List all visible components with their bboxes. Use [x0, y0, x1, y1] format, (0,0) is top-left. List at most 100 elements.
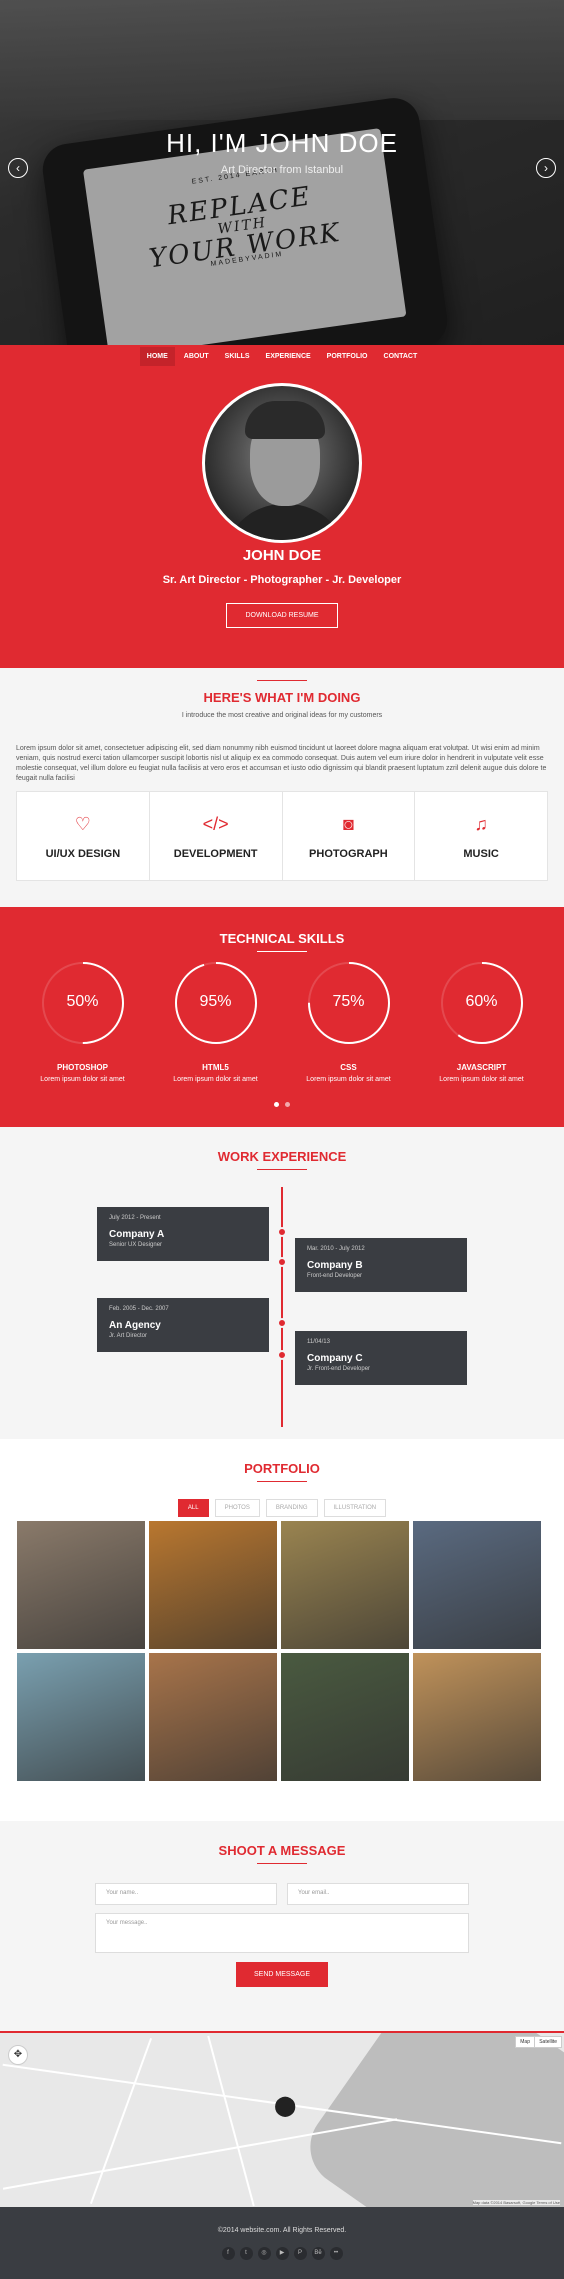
service-card: ♫ MUSIC: [415, 792, 547, 880]
experience-position: Jr. Art Director: [109, 1333, 148, 1339]
experience-date: July 2012 - Present: [109, 1215, 161, 1221]
experience-date: 11/04/13: [307, 1339, 330, 1345]
skill-item: 60% JAVASCRIPT Lorem ipsum dolor sit amet: [415, 960, 548, 1100]
chevron-right-icon[interactable]: ›: [536, 158, 556, 178]
timeline-dot: [277, 1227, 287, 1237]
timeline-dot: [277, 1318, 287, 1328]
social-links: f t ◎ ▶ P Bē ••: [0, 2247, 564, 2260]
section-title: TECHNICAL SKILLS: [219, 931, 345, 946]
email-input[interactable]: Your email..: [287, 1883, 469, 1905]
section-title: PORTFOLIO: [244, 1461, 320, 1476]
portfolio-photo[interactable]: [17, 1521, 145, 1649]
experience-position: Front-end Developer: [307, 1273, 363, 1279]
experience-position: Jr. Front-end Developer: [307, 1366, 371, 1372]
carousel-dot[interactable]: [274, 1102, 279, 1107]
divider: [257, 680, 307, 681]
main-nav: HOME ABOUT SKILLS EXPERIENCE PORTFOLIO CONTAC…: [0, 347, 564, 366]
skill-ring-progress: [440, 962, 523, 1044]
portfolio-photo[interactable]: [281, 1521, 409, 1649]
carousel-dots: [0, 1094, 564, 1112]
service-card: ◙ PHOTOGRAPH: [283, 792, 416, 880]
divider: [257, 951, 307, 952]
service-label: MUSIC: [463, 848, 499, 860]
experience-card: Mar. 2010 - July 2012 Company B Front-en…: [295, 1238, 467, 1292]
portfolio-photo[interactable]: [149, 1653, 277, 1781]
nav-item-portfolio[interactable]: PORTFOLIO: [326, 353, 368, 360]
divider: [257, 1169, 307, 1170]
nav-item-contact[interactable]: CONTACT: [383, 353, 418, 360]
portfolio-photo[interactable]: [149, 1521, 277, 1649]
section-title: SHOOT A MESSAGE: [218, 1843, 346, 1858]
map-road: [89, 2037, 153, 2205]
map-section[interactable]: ✥ ⬤ Map Satellite Map data ©2014 Basarso…: [0, 2031, 564, 2207]
code-icon: </>: [202, 814, 229, 834]
portfolio-photo[interactable]: [281, 1653, 409, 1781]
experience-company: Company C: [307, 1353, 363, 1364]
services-section: HERE'S WHAT I'M DOING I introduce the mo…: [0, 668, 564, 907]
filter-photos[interactable]: PHOTOS: [214, 1499, 260, 1517]
behance-icon[interactable]: Bē: [311, 2247, 325, 2260]
carousel-dot[interactable]: [285, 1102, 290, 1107]
experience-position: Senior UX Designer: [109, 1242, 163, 1248]
experience-card: Feb. 2005 - Dec. 2007 An Agency Jr. Art …: [97, 1298, 269, 1352]
message-textarea[interactable]: Your message..: [95, 1913, 469, 1953]
skill-ring-progress: [41, 962, 124, 1044]
download-resume-button[interactable]: DOWNLOAD RESUME: [226, 603, 338, 628]
facebook-icon[interactable]: f: [221, 2247, 235, 2260]
services-grid: ♡ UI/UX DESIGN </> DEVELOPMENT ◙ PHOTOGRAPH ♫ M…: [16, 791, 548, 881]
skill-name: CSS: [340, 1063, 357, 1072]
portfolio-photo[interactable]: [413, 1653, 541, 1781]
nav-item-skills[interactable]: SKILLS: [224, 353, 250, 360]
send-message-button[interactable]: SEND MESSAGE: [236, 1962, 328, 1987]
section-title: WORK EXPERIENCE: [217, 1149, 347, 1164]
music-note-icon: ♫: [474, 814, 488, 834]
skill-percent: 75%: [332, 993, 365, 1010]
pinterest-icon[interactable]: P: [293, 2247, 307, 2260]
contact-section: SHOOT A MESSAGE Your name.. Your email..…: [0, 1821, 564, 2031]
skill-ring: [174, 962, 257, 1044]
experience-card: July 2012 - Present Company A Senior UX …: [97, 1207, 269, 1261]
map-pan-control-icon[interactable]: ✥: [8, 2045, 28, 2065]
skill-description: Lorem ipsum dolor sit amet: [173, 1076, 258, 1083]
map-type-map-button[interactable]: Map: [515, 2036, 535, 2048]
map-road: [207, 2035, 255, 2207]
timeline-dot: [277, 1350, 287, 1360]
experience-company: An Agency: [109, 1320, 161, 1331]
dribbble-icon[interactable]: ◎: [257, 2247, 271, 2260]
experience-card: 11/04/13 Company C Jr. Front-end Develop…: [295, 1331, 467, 1385]
skill-description: Lorem ipsum dolor sit amet: [40, 1076, 125, 1083]
nav-item-experience[interactable]: EXPERIENCE: [265, 353, 311, 360]
experience-date: Mar. 2010 - July 2012: [307, 1246, 365, 1252]
filter-branding[interactable]: BRANDING: [265, 1499, 318, 1517]
skills-row: 50% PHOTOSHOP Lorem ipsum dolor sit amet 95…: [16, 960, 548, 1100]
twitter-icon[interactable]: t: [239, 2247, 253, 2260]
nav-item-about[interactable]: ABOUT: [183, 353, 209, 360]
portfolio-photo[interactable]: [413, 1521, 541, 1649]
map-type-satellite-button[interactable]: Satellite: [534, 2036, 562, 2048]
skill-ring: [440, 962, 523, 1044]
portfolio-photo[interactable]: [17, 1653, 145, 1781]
skill-percent: 50%: [66, 993, 99, 1010]
experience-company: Company B: [307, 1260, 363, 1271]
name-input[interactable]: Your name..: [95, 1883, 277, 1905]
profile-name: JOHN DOE: [242, 547, 322, 564]
filter-all[interactable]: ALL: [177, 1499, 209, 1517]
skill-ring-progress: [307, 962, 390, 1044]
filter-illustration[interactable]: ILLUSTRATION: [323, 1499, 387, 1517]
avatar-body: [223, 504, 348, 540]
skills-section: TECHNICAL SKILLS 50% PHOTOSHOP Lorem ipsum…: [0, 907, 564, 1127]
portfolio-grid: [17, 1521, 547, 1781]
skill-ring-progress: [174, 962, 257, 1044]
skill-ring: [41, 962, 124, 1044]
camera-icon: ◙: [342, 814, 354, 834]
experience-section: WORK EXPERIENCE July 2012 - Present Comp…: [0, 1127, 564, 1439]
skill-item: 95% HTML5 Lorem ipsum dolor sit amet: [149, 960, 282, 1100]
flickr-icon[interactable]: ••: [329, 2247, 343, 2260]
map-water: [294, 2033, 564, 2207]
map-pin-icon[interactable]: ⬤: [274, 2095, 297, 2117]
hero-section: EST. 2014 EARTH REPLACE WITH YOUR WORK M…: [0, 0, 564, 345]
chevron-left-icon[interactable]: ‹: [8, 158, 28, 178]
youtube-icon[interactable]: ▶: [275, 2247, 289, 2260]
avatar: [202, 383, 362, 543]
nav-item-home[interactable]: HOME: [139, 347, 175, 366]
